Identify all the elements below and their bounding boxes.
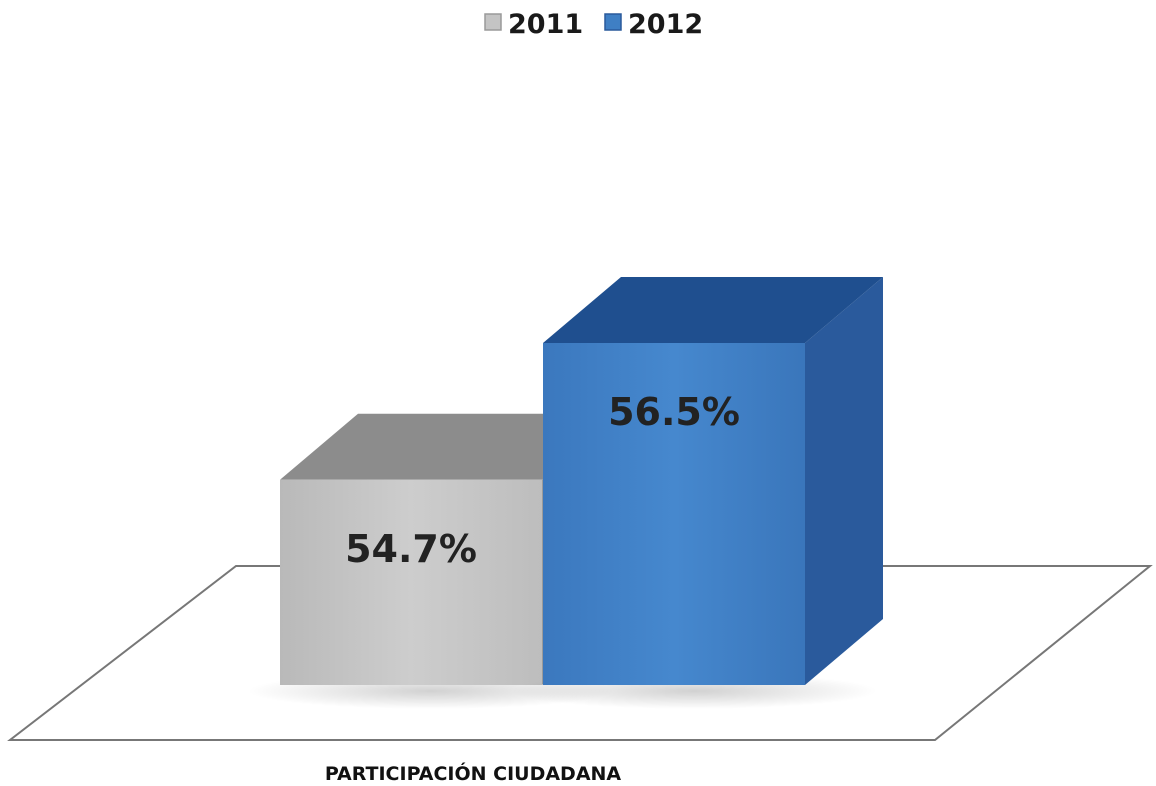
bars-layer: 54.7% 56.5% bbox=[247, 277, 883, 709]
x-category-label: PARTICIPACIÓN CIUDADANA bbox=[325, 761, 622, 785]
legend-swatch bbox=[604, 13, 622, 31]
bar-top-face bbox=[280, 413, 620, 480]
bar-top-face bbox=[543, 277, 883, 343]
bar-2012: 56.5% bbox=[510, 277, 883, 709]
bar-front-face bbox=[543, 343, 805, 685]
legend-item-2012: 2012 bbox=[604, 9, 703, 40]
legend-label: 2012 bbox=[628, 9, 703, 40]
bar-front-face bbox=[280, 479, 542, 685]
data-label-2011: 54.7% bbox=[345, 527, 477, 571]
data-label-2012: 56.5% bbox=[608, 390, 740, 434]
bar-side-face bbox=[805, 277, 883, 685]
legend-swatch bbox=[484, 13, 502, 31]
legend-label: 2011 bbox=[508, 9, 583, 40]
legend: 2011 2012 bbox=[484, 9, 703, 40]
legend-item-2011: 2011 bbox=[484, 9, 583, 40]
